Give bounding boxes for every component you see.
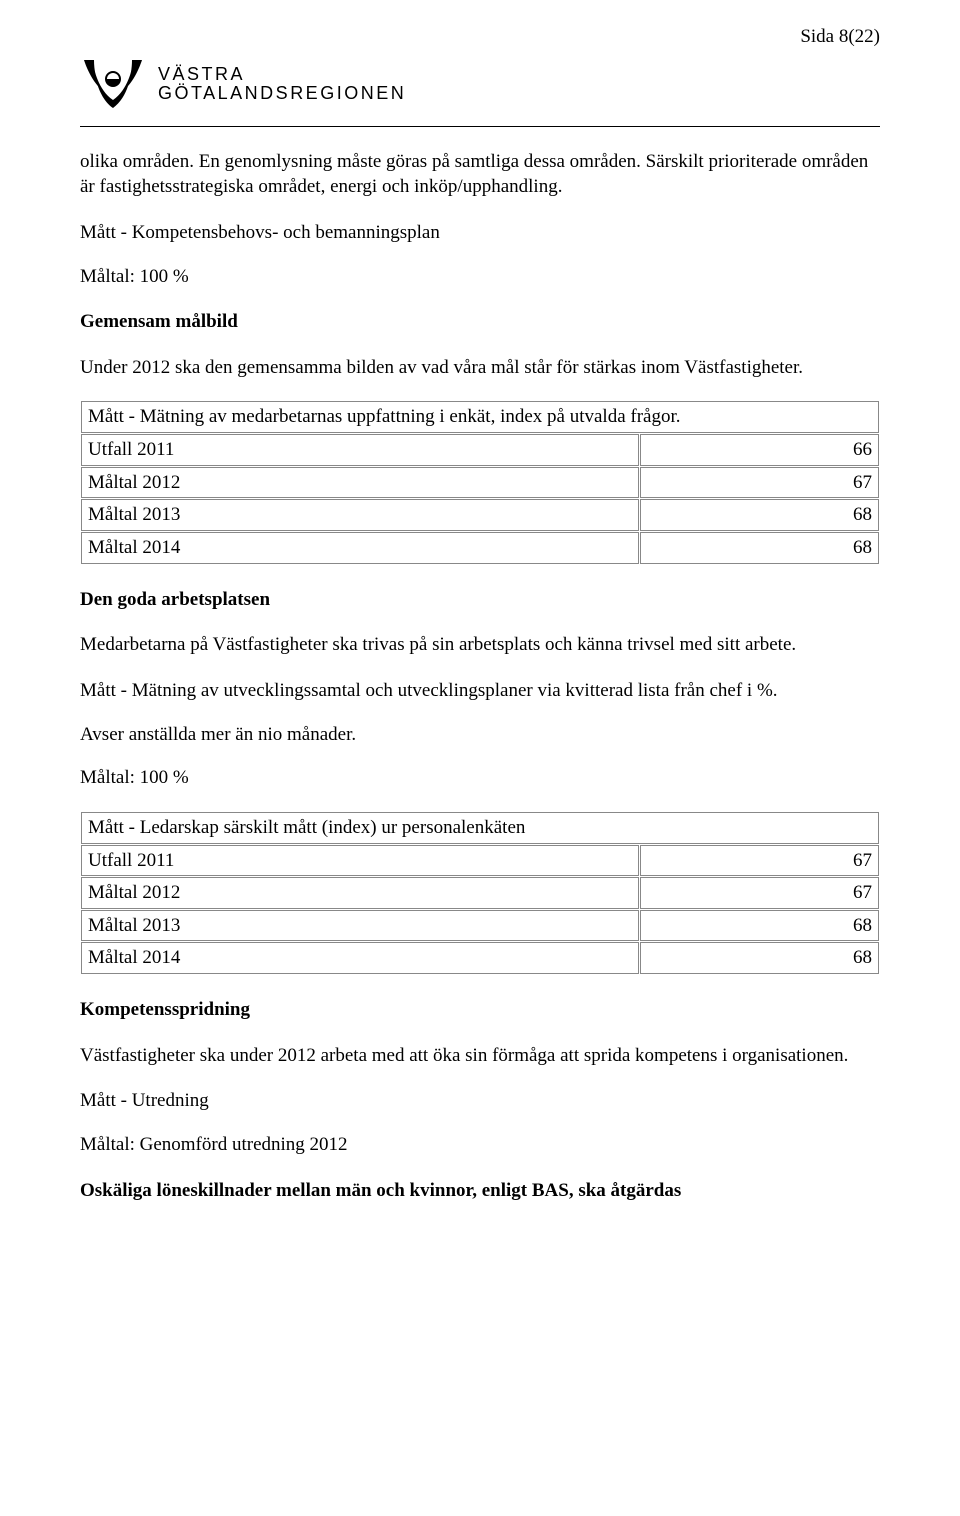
heading-oskaliga: Oskäliga löneskillnader mellan män och k…: [80, 1178, 880, 1204]
matt-utredning: Mått - Utredning: [80, 1088, 880, 1114]
region-logo-icon: [80, 56, 146, 112]
page-number: Sida 8(22): [80, 24, 880, 50]
logo-line-1: VÄSTRA: [158, 65, 406, 84]
table1-row0-label: Utfall 2011: [81, 434, 639, 466]
table1-row2-value: 68: [640, 499, 879, 531]
heading-kompetensspridning: Kompetensspridning: [80, 997, 880, 1023]
table2-row2-value: 68: [640, 910, 879, 942]
table1-row1-label: Måltal 2012: [81, 467, 639, 499]
table-ledarskap: Mått - Ledarskap särskilt mått (index) u…: [80, 811, 880, 975]
table1-row3-value: 68: [640, 532, 879, 564]
table1-row0-value: 66: [640, 434, 879, 466]
table1-title: Mått - Mätning av medarbetarnas uppfattn…: [81, 401, 879, 433]
table2-row1-value: 67: [640, 877, 879, 909]
header-divider: [80, 126, 880, 127]
table2-row3-label: Måltal 2014: [81, 942, 639, 974]
table1-row1-value: 67: [640, 467, 879, 499]
maltal-utredning: Måltal: Genomförd utredning 2012: [80, 1132, 880, 1158]
table1-row3-label: Måltal 2014: [81, 532, 639, 564]
heading-goda: Den goda arbetsplatsen: [80, 587, 880, 613]
matt-utvecklingssamtal: Mått - Mätning av utvecklingssamtal och …: [80, 678, 880, 704]
logo-row: VÄSTRA GÖTALANDSREGIONEN: [80, 56, 880, 112]
table-matning-enkat: Mått - Mätning av medarbetarnas uppfattn…: [80, 400, 880, 564]
document-header: VÄSTRA GÖTALANDSREGIONEN: [80, 56, 880, 112]
logo-line-2: GÖTALANDSREGIONEN: [158, 84, 406, 103]
table2-title: Mått - Ledarskap särskilt mått (index) u…: [81, 812, 879, 844]
para-goda: Medarbetarna på Västfastigheter ska triv…: [80, 632, 880, 658]
maltal-100-2: Måltal: 100 %: [80, 765, 880, 791]
para-kompetensspridning: Västfastigheter ska under 2012 arbeta me…: [80, 1043, 880, 1069]
table2-row0-label: Utfall 2011: [81, 845, 639, 877]
logo-text: VÄSTRA GÖTALANDSREGIONEN: [158, 65, 406, 103]
table2-row1-label: Måltal 2012: [81, 877, 639, 909]
matt-kompetens: Mått - Kompetensbehovs- och bemanningspl…: [80, 220, 880, 246]
table2-row3-value: 68: [640, 942, 879, 974]
table1-row2-label: Måltal 2013: [81, 499, 639, 531]
heading-gemensam: Gemensam målbild: [80, 309, 880, 335]
para-avser: Avser anställda mer än nio månader.: [80, 722, 880, 748]
maltal-100-1: Måltal: 100 %: [80, 264, 880, 290]
intro-paragraph: olika områden. En genomlysning måste gör…: [80, 149, 880, 200]
para-gemensam: Under 2012 ska den gemensamma bilden av …: [80, 355, 880, 381]
table2-row0-value: 67: [640, 845, 879, 877]
table2-row2-label: Måltal 2013: [81, 910, 639, 942]
